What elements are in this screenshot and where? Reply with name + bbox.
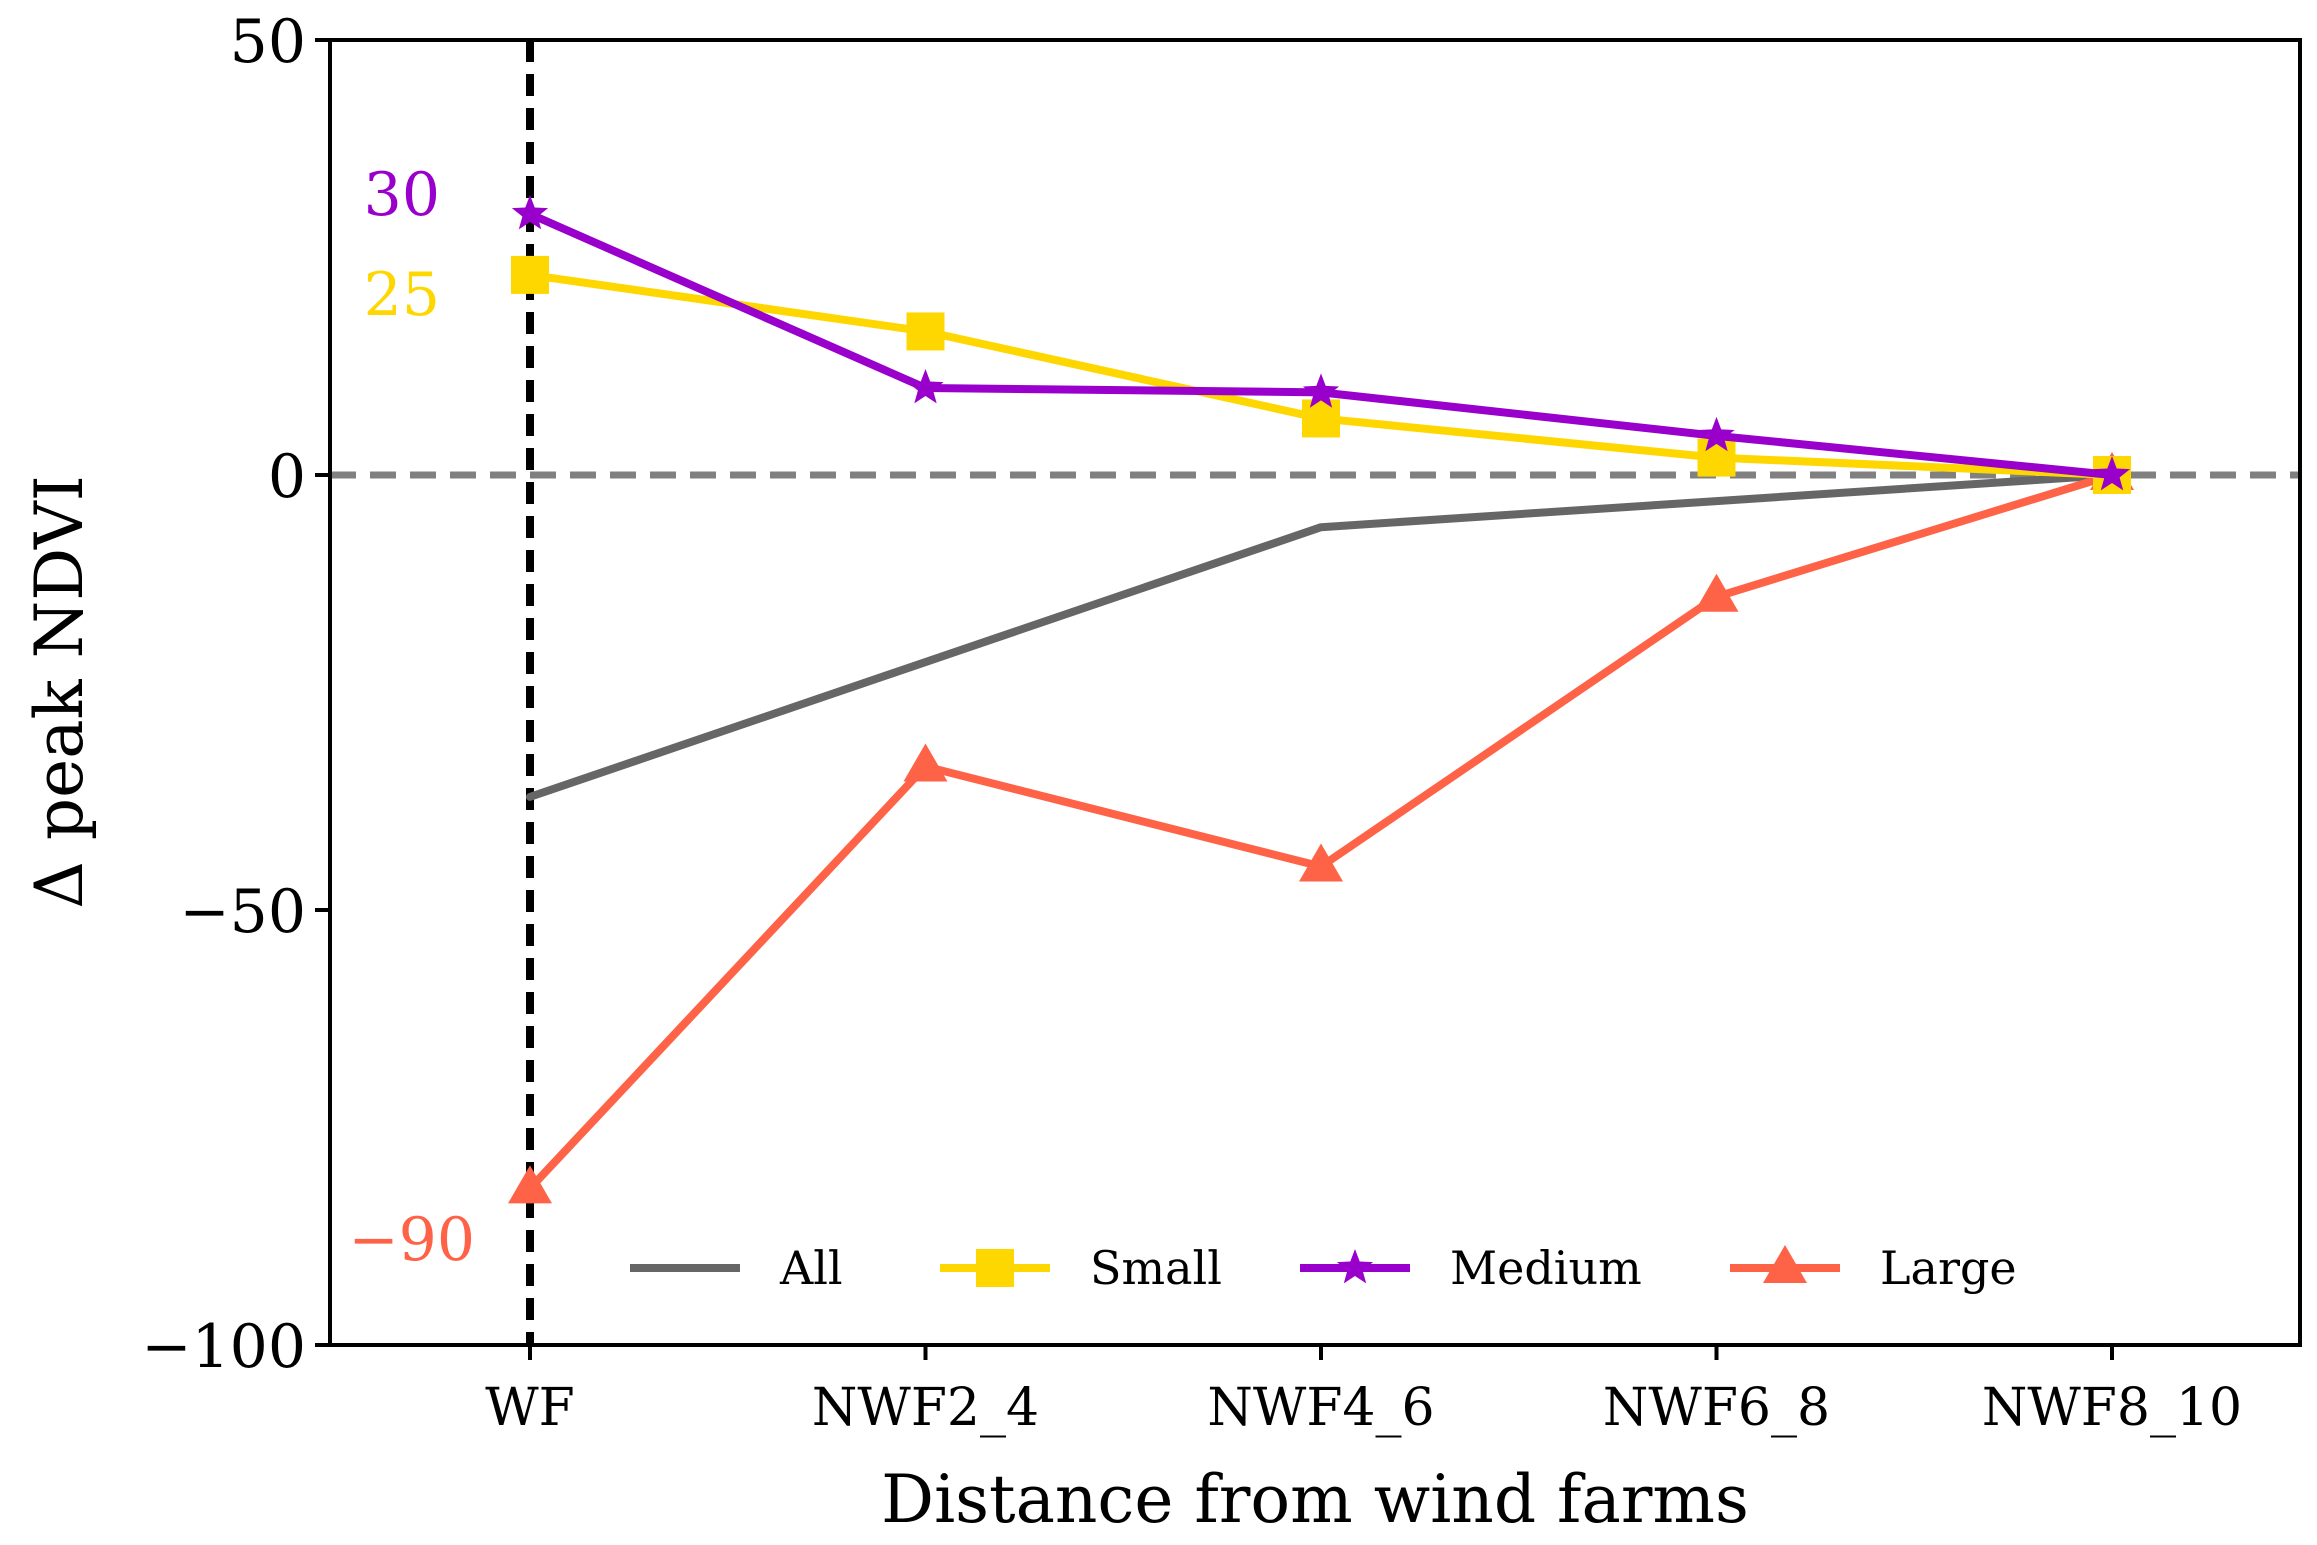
data-point-medium (1698, 416, 1735, 452)
plot-frame (328, 38, 2302, 1347)
data-point-small (511, 255, 549, 294)
series-small (511, 255, 2131, 494)
data-point-large (508, 1165, 552, 1204)
legend-label-all: All (779, 1241, 843, 1295)
legend-label-medium: Medium (1450, 1241, 1642, 1295)
legend-entry-large: Large (1730, 1241, 2017, 1295)
y-tick-label: 0 (268, 442, 306, 512)
legend-marker-large (1763, 1245, 1807, 1283)
x-tick-label: WF (485, 1378, 575, 1438)
legend: All Small Medium Large (630, 1241, 2017, 1295)
x-tick-label: NWF4_6 (1207, 1378, 1434, 1438)
data-point-small (906, 312, 945, 351)
y-axis-label: Δ peak NDVI (21, 475, 98, 909)
data-point-large (1694, 573, 1739, 612)
x-tick-label: NWF6_8 (1603, 1378, 1830, 1438)
series-all (526, 471, 2116, 801)
data-point-medium (511, 195, 549, 230)
annotation-large: −90 (348, 1205, 475, 1275)
series-medium (511, 195, 2131, 491)
data-point-medium (1302, 373, 1340, 408)
x-tick-label: NWF8_10 (1982, 1378, 2242, 1438)
data-point-medium (907, 369, 944, 404)
data-point-large (1299, 843, 1343, 882)
x-axis-label: Distance from wind farms (881, 1461, 1749, 1538)
legend-marker-small (976, 1249, 1014, 1287)
series-line-large (526, 471, 2116, 1193)
series-line-all (526, 471, 2116, 801)
data-point-large (903, 743, 948, 782)
y-tick-label: −100 (141, 1312, 306, 1382)
legend-label-small: Small (1090, 1241, 1222, 1295)
annotation-small: 25 (364, 260, 440, 330)
data-point-medium (2093, 456, 2131, 491)
legend-entry-all: All (630, 1241, 843, 1295)
x-tick-label: NWF2_4 (812, 1378, 1039, 1438)
axes: 50 0 −50 −100 WF NWF2_4 NWF4_6 NWF6_8 NWF8_10 (141, 7, 2242, 1438)
legend-label-large: Large (1880, 1241, 2017, 1295)
y-tick-label: 50 (230, 7, 306, 77)
series-layer (508, 195, 2134, 1204)
data-point-small (1302, 399, 1340, 438)
legend-marker-medium (1336, 1249, 1374, 1284)
series-large (508, 452, 2134, 1204)
data-point-small (1697, 438, 1736, 477)
reference-lines (330, 40, 2300, 1345)
y-tick-label: −50 (179, 877, 306, 947)
annotations: 30 25 −90 (348, 160, 475, 1275)
annotation-medium: 30 (364, 160, 440, 230)
legend-entry-medium: Medium (1300, 1241, 1642, 1295)
legend-entry-small: Small (940, 1241, 1222, 1295)
